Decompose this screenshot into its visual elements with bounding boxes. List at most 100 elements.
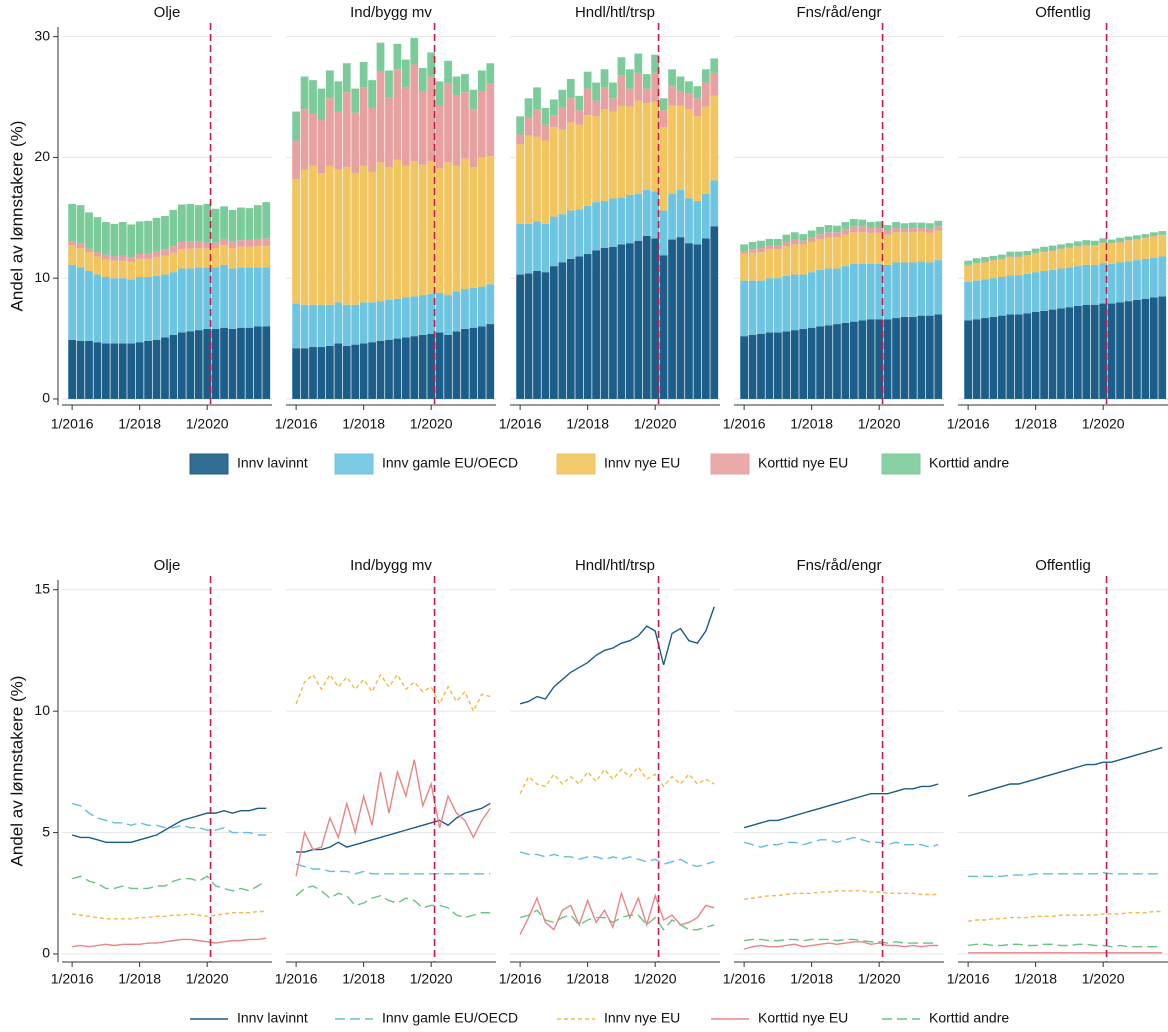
bar-segment: [253, 246, 262, 268]
bar-segment: [342, 92, 351, 168]
bar-segment: [566, 98, 575, 123]
bar-segment: [1090, 304, 1099, 399]
bar-segment: [410, 37, 419, 65]
bar-segment: [326, 70, 334, 99]
bar-segment: [782, 331, 791, 399]
bar-segment: [245, 267, 254, 328]
bar-segment: [253, 205, 262, 239]
bar-segment: [981, 318, 989, 399]
bar-segment: [790, 232, 799, 240]
bar-segment: [740, 336, 749, 399]
bar-segment: [748, 241, 757, 250]
bar-segment: [964, 281, 973, 321]
bar-segment: [1099, 263, 1108, 304]
bar-segment: [807, 241, 816, 273]
bar-segment: [524, 135, 533, 224]
bar-segment: [1048, 269, 1057, 310]
panel-title: Olje: [154, 4, 181, 21]
bar-segment: [359, 62, 368, 88]
bar-segment: [93, 252, 102, 257]
panel-title: Hndl/htl/trsp: [575, 557, 655, 574]
bar-segment: [883, 230, 892, 235]
legend-label: Innv nye EU: [604, 1010, 680, 1026]
bar-segment: [401, 337, 410, 399]
bar-segment: [203, 328, 212, 399]
bar-segment: [841, 229, 850, 235]
bar-segment: [427, 52, 436, 77]
bar-segment: [1065, 243, 1074, 248]
bar-segment: [524, 273, 533, 399]
bar-segment: [144, 253, 152, 259]
bar-segment: [685, 198, 693, 244]
series-line: [743, 783, 939, 829]
bar-segment: [368, 80, 376, 108]
bar-segment: [917, 261, 926, 316]
bar-segment: [1133, 260, 1141, 300]
bar-segment: [841, 222, 850, 230]
bar-segment: [774, 332, 782, 399]
bar-segment: [790, 244, 799, 275]
bar-segment: [989, 255, 998, 261]
bar-segment: [444, 162, 452, 296]
bar-segment: [1057, 308, 1065, 399]
bar-segment: [934, 260, 943, 315]
bar-segment: [558, 89, 567, 108]
bar-segment: [110, 343, 119, 399]
bar-segment: [444, 83, 452, 163]
legend-label: Korttid nye EU: [758, 455, 848, 471]
bar-segment: [194, 205, 203, 242]
bar-segment: [807, 230, 816, 238]
legend-label: Innv lavinnt: [237, 455, 308, 471]
legend-swatch: [189, 453, 229, 475]
bar-segment: [317, 88, 326, 120]
bar-segment: [326, 165, 334, 305]
series-line: [519, 909, 715, 931]
y-tick-label: 0: [42, 945, 50, 961]
bar-segment: [1040, 270, 1048, 311]
bar-segment: [634, 100, 643, 194]
y-tick-label: 10: [34, 269, 50, 285]
bar-segment: [642, 235, 651, 399]
bar-segment: [998, 254, 1006, 259]
bar-segment: [144, 258, 152, 277]
bar-segment: [1141, 238, 1150, 259]
bar-segment: [642, 103, 651, 191]
bar-segment: [1048, 250, 1057, 252]
bar-segment: [309, 113, 317, 166]
bar-segment: [1116, 262, 1124, 303]
bar-segment: [1014, 275, 1023, 315]
bar-segment: [550, 266, 558, 399]
series-line: [71, 802, 267, 836]
bar-segment: [866, 222, 875, 229]
bar-segment: [435, 332, 444, 399]
bar-segment: [186, 248, 195, 269]
bar-segment: [917, 228, 926, 232]
bar-segment: [393, 69, 402, 160]
bar-segment: [186, 203, 195, 242]
bar-segment: [292, 179, 301, 304]
bar-segment: [342, 345, 351, 399]
bar-segment: [617, 57, 626, 76]
bar-segment: [418, 91, 427, 165]
bar-segment: [93, 256, 102, 275]
bar-segment: [177, 241, 186, 250]
bar-segment: [807, 272, 816, 328]
bar-segment: [685, 93, 693, 110]
bar-segment: [194, 267, 203, 331]
bar-segment: [972, 319, 981, 399]
series-line: [295, 885, 491, 919]
bar-segment: [85, 270, 93, 341]
bar-segment: [659, 127, 668, 211]
bar-segment: [161, 255, 169, 275]
bar-segment: [541, 272, 550, 399]
bar-segment: [1099, 303, 1108, 399]
bar-segment: [452, 165, 461, 292]
y-tick-label: 0: [42, 390, 50, 406]
bar-segment: [102, 276, 110, 344]
bar-segment: [300, 109, 309, 170]
bar-segment: [875, 221, 884, 228]
bar-segment: [1057, 244, 1065, 249]
bar-segment: [177, 204, 186, 242]
series-line: [72, 937, 267, 948]
panel-title: Hndl/htl/trsp: [575, 4, 655, 21]
